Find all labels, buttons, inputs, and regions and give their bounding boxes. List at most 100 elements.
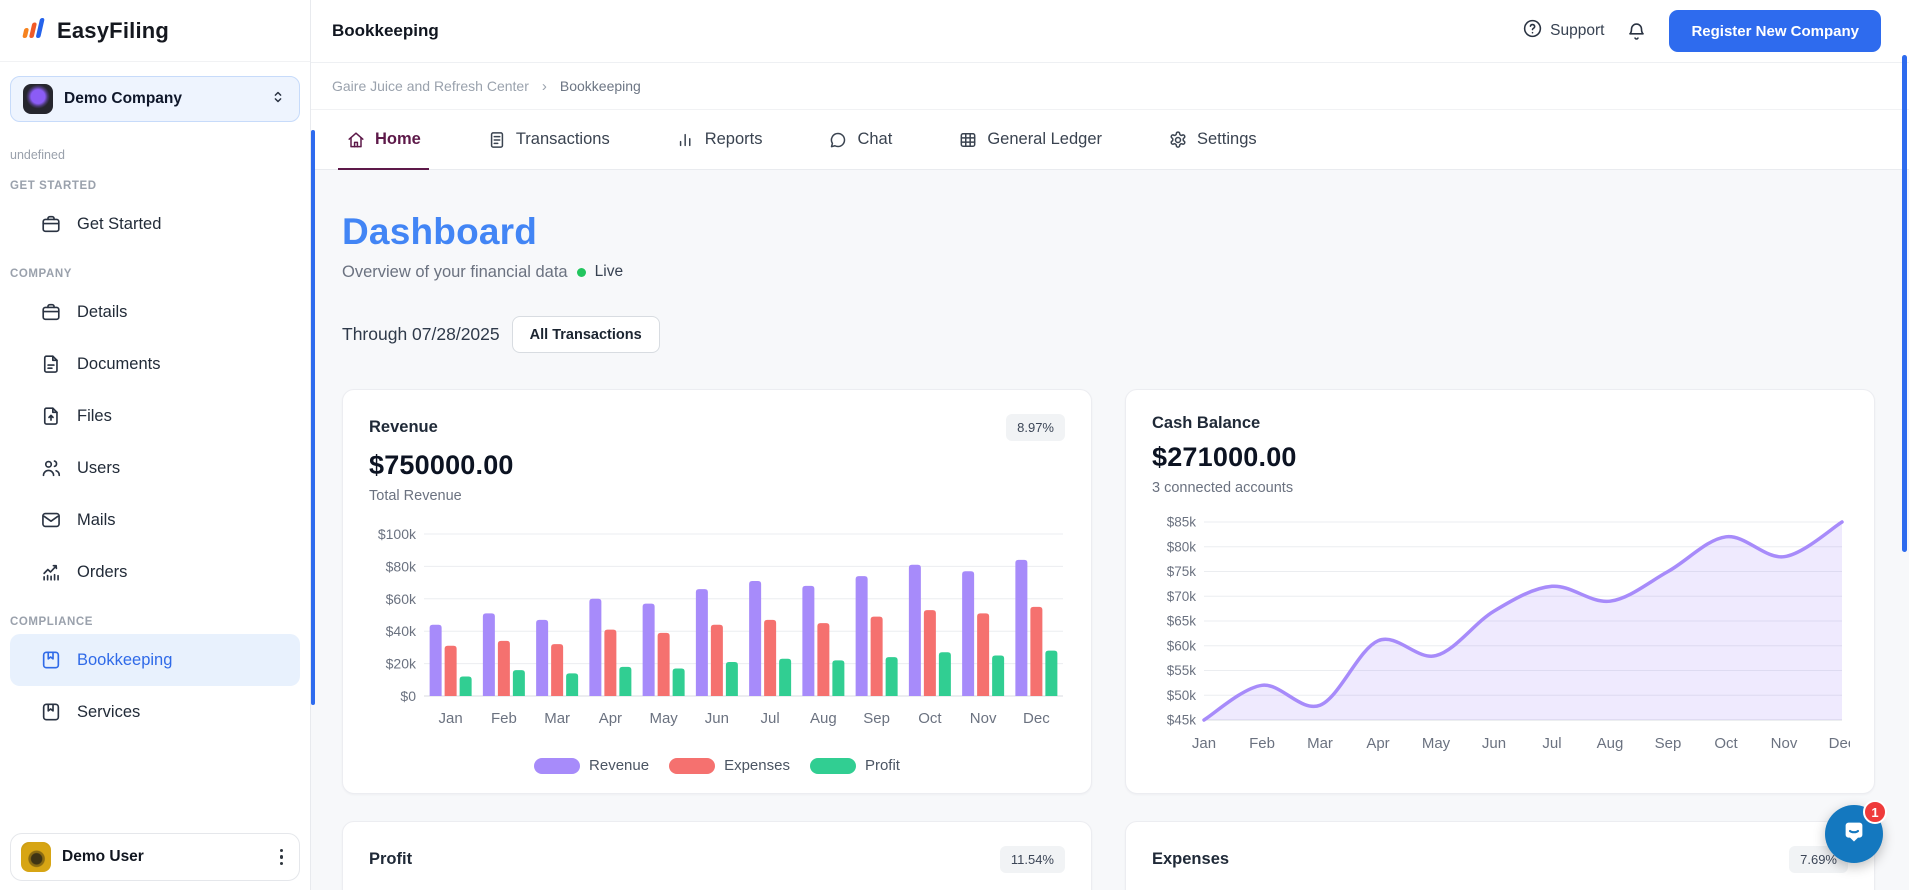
breadcrumb-current[interactable]: Bookkeeping: [559, 78, 641, 94]
svg-text:Oct: Oct: [918, 710, 942, 727]
svg-text:$70k: $70k: [1167, 589, 1197, 604]
sidebar-item-label: Bookkeeping: [77, 650, 173, 669]
svg-text:$60k: $60k: [386, 591, 417, 607]
document-icon: [40, 353, 62, 375]
sidebar-item-details[interactable]: Details: [10, 286, 300, 338]
register-new-company-button[interactable]: Register New Company: [1669, 10, 1881, 52]
svg-text:Jan: Jan: [439, 710, 463, 727]
notification-bell-icon[interactable]: [1626, 21, 1647, 42]
breadcrumb-company[interactable]: Gaire Juice and Refresh Center: [332, 78, 529, 94]
svg-text:Jun: Jun: [1482, 735, 1506, 752]
svg-text:Jan: Jan: [1192, 735, 1216, 752]
revenue-card-title: Revenue: [369, 418, 438, 436]
svg-text:Apr: Apr: [1366, 735, 1389, 752]
expenses-card-title: Expenses: [1152, 850, 1230, 868]
cash-balance-value: $271000.00: [1152, 442, 1297, 472]
sidebar-item-services[interactable]: Services: [10, 686, 300, 729]
sidebar-item-documents[interactable]: Documents: [10, 338, 300, 390]
file-up-icon: [40, 405, 62, 427]
live-dot-icon: [576, 267, 586, 277]
topbar-title: Bookkeeping: [332, 21, 439, 40]
legend-label: Revenue: [589, 757, 650, 774]
svg-text:Aug: Aug: [1597, 735, 1624, 752]
tab-chat[interactable]: Chat: [824, 110, 896, 169]
svg-text:$20k: $20k: [386, 656, 417, 672]
all-transactions-button[interactable]: All Transactions: [511, 316, 660, 353]
svg-text:Nov: Nov: [970, 710, 997, 727]
tab-general-ledger[interactable]: General Ledger: [954, 110, 1106, 169]
svg-text:Sep: Sep: [1655, 735, 1682, 752]
chart-legend: Revenue Expenses Profit: [369, 757, 1065, 774]
reports-icon: [676, 130, 696, 150]
sidebar-item-files[interactable]: Files: [10, 390, 300, 442]
breadcrumb-separator-icon: ›: [541, 77, 547, 95]
user-card[interactable]: Demo User: [10, 833, 300, 881]
sidebar-item-label: Mails: [77, 510, 116, 529]
users-icon: [40, 457, 62, 479]
legend-item-revenue: Revenue: [534, 757, 649, 774]
svg-text:Feb: Feb: [491, 710, 517, 727]
support-link[interactable]: Support: [1522, 18, 1604, 44]
sidebar-item-users[interactable]: Users: [10, 442, 300, 494]
revenue-card: Revenue 8.97% $750000.00 Total Revenue $…: [342, 389, 1092, 794]
tab-label: Settings: [1197, 130, 1257, 148]
tab-settings[interactable]: Settings: [1164, 110, 1261, 169]
svg-text:$40k: $40k: [386, 623, 417, 639]
legend-item-profit: Profit: [809, 757, 900, 774]
revenue-subtitle: Total Revenue: [369, 488, 462, 504]
dashboard-content: Dashboard Overview of your financial dat…: [311, 170, 1909, 890]
legend-label: Expenses: [724, 757, 790, 774]
sidebar-scrollbar[interactable]: [311, 130, 315, 705]
sidebar-item-label: Documents: [77, 354, 161, 373]
easyfiling-logo-icon: [20, 15, 47, 47]
sidebar-item-bookkeeping[interactable]: Bookkeeping: [10, 634, 300, 686]
legend-item-expenses: Expenses: [669, 757, 790, 774]
user-menu-kebab-icon[interactable]: [274, 845, 290, 870]
svg-text:$45k: $45k: [1167, 713, 1197, 728]
tab-transactions[interactable]: Transactions: [483, 110, 614, 169]
legend-swatch-revenue: [534, 757, 581, 774]
tab-reports[interactable]: Reports: [672, 110, 767, 169]
legend-swatch-profit: [809, 757, 856, 774]
svg-text:Nov: Nov: [1771, 735, 1798, 752]
sidebar-item-orders[interactable]: Orders: [10, 546, 300, 598]
sidebar-item-label: Get Started: [77, 214, 162, 233]
chat-launcher-button[interactable]: 1: [1825, 800, 1887, 863]
nav-section-label-compliance: COMPLIANCE: [10, 616, 94, 628]
svg-text:$100k: $100k: [378, 526, 417, 542]
svg-text:Jun: Jun: [705, 710, 729, 727]
help-circle-icon: [1522, 18, 1543, 44]
nav-section-label-get-started: GET STARTED: [10, 180, 97, 192]
cash-balance-card-title: Cash Balance: [1152, 414, 1261, 432]
sidebar-item-mails[interactable]: Mails: [10, 494, 300, 546]
sidebar: EasyFiling Demo Company undefined GET ST…: [0, 0, 311, 890]
chat-icon: [828, 130, 848, 150]
through-date-label: Through 07/28/2025: [342, 324, 500, 344]
company-selector[interactable]: Demo Company: [10, 76, 300, 122]
home-icon: [346, 130, 366, 150]
chevron-up-down-icon: [269, 88, 287, 111]
sidebar-item-label: Services: [77, 702, 141, 721]
page-title: Dashboard: [342, 211, 538, 252]
sidebar-item-get-started[interactable]: Get Started: [10, 198, 300, 250]
svg-text:Dec: Dec: [1829, 735, 1850, 752]
revenue-bar-chart: $0 $20k $40k $60k $80k $100k Jan Feb Mar Apr May Ju…: [378, 526, 1063, 727]
expenses-card: Expenses 7.69%: [1125, 821, 1875, 890]
svg-text:$55k: $55k: [1167, 663, 1197, 678]
app-logo[interactable]: EasyFiling: [0, 0, 310, 62]
briefcase-icon: [40, 301, 62, 323]
main-scrollbar[interactable]: [1902, 55, 1907, 552]
legend-swatch-expenses: [669, 757, 716, 774]
tab-home[interactable]: Home: [338, 110, 429, 170]
svg-text:$65k: $65k: [1167, 614, 1197, 629]
svg-text:Sep: Sep: [863, 710, 890, 727]
ledger-icon: [958, 130, 978, 150]
user-name: Demo User: [62, 848, 144, 865]
svg-text:$50k: $50k: [1167, 688, 1197, 703]
nav-section-label-company: COMPANY: [10, 268, 72, 280]
tab-label: General Ledger: [987, 130, 1102, 148]
svg-text:$80k: $80k: [386, 558, 417, 574]
tab-label: Transactions: [515, 130, 610, 148]
profit-card: Profit 11.54%: [342, 821, 1092, 890]
revenue-value: $750000.00: [369, 450, 514, 480]
